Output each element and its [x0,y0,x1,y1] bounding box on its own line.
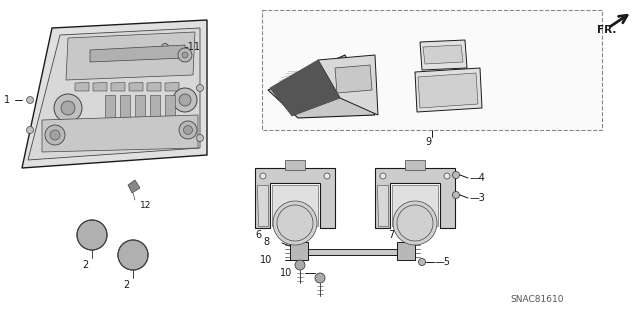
Polygon shape [93,83,107,91]
Circle shape [419,258,426,265]
Polygon shape [28,28,200,160]
Circle shape [452,191,460,198]
Polygon shape [22,20,207,168]
Text: 2: 2 [123,280,129,290]
Polygon shape [375,168,455,228]
Circle shape [45,125,65,145]
Polygon shape [397,242,415,260]
Circle shape [26,97,33,103]
Circle shape [196,85,204,92]
Circle shape [324,173,330,179]
Polygon shape [415,68,482,112]
Bar [262,10,602,130]
Circle shape [54,94,82,122]
Circle shape [182,52,188,58]
Polygon shape [405,160,425,170]
Circle shape [179,94,191,106]
Polygon shape [128,180,140,193]
Circle shape [380,173,386,179]
Polygon shape [290,242,308,260]
Text: 2: 2 [82,260,88,270]
Circle shape [61,101,75,115]
Circle shape [315,273,325,283]
Polygon shape [150,95,160,118]
Polygon shape [285,160,305,170]
Polygon shape [255,168,335,228]
Polygon shape [75,83,89,91]
Polygon shape [165,83,179,91]
Text: —5: —5 [435,257,451,267]
Circle shape [184,125,193,135]
Circle shape [444,173,450,179]
Polygon shape [270,60,340,116]
Circle shape [161,43,168,50]
Polygon shape [418,73,478,108]
Text: —11: —11 [179,42,201,52]
Text: 7: 7 [388,230,394,240]
Polygon shape [377,185,388,226]
Circle shape [26,127,33,133]
Text: 10: 10 [260,255,272,265]
Circle shape [178,48,192,62]
Circle shape [260,173,266,179]
Circle shape [179,121,197,139]
Polygon shape [147,83,161,91]
Text: SNAC81610: SNAC81610 [510,295,563,305]
Circle shape [118,240,148,270]
Polygon shape [105,95,115,118]
Polygon shape [335,65,372,93]
Polygon shape [111,83,125,91]
Text: FR.: FR. [597,25,616,35]
Circle shape [295,260,305,270]
Polygon shape [423,45,463,64]
Polygon shape [257,185,268,226]
Polygon shape [392,185,438,226]
Polygon shape [420,40,467,70]
Text: —3: —3 [470,193,486,203]
Text: 8: 8 [264,237,270,247]
Polygon shape [268,55,375,118]
Polygon shape [318,55,378,115]
Polygon shape [135,95,145,118]
Circle shape [77,220,107,250]
Circle shape [50,130,60,140]
Text: 6: 6 [255,230,261,240]
Polygon shape [272,185,318,226]
Circle shape [273,201,317,245]
Text: 9: 9 [425,137,431,147]
Polygon shape [129,83,143,91]
Circle shape [452,172,460,179]
Polygon shape [90,45,185,62]
Circle shape [196,135,204,142]
Circle shape [393,201,437,245]
Bar [300,249,405,255]
Polygon shape [42,115,198,152]
Text: —4: —4 [470,173,486,183]
Polygon shape [165,95,175,118]
Text: 10: 10 [280,268,292,278]
Polygon shape [120,95,130,118]
Text: 12: 12 [140,202,152,211]
Circle shape [173,88,197,112]
Polygon shape [66,32,195,80]
Text: 1: 1 [4,95,10,105]
